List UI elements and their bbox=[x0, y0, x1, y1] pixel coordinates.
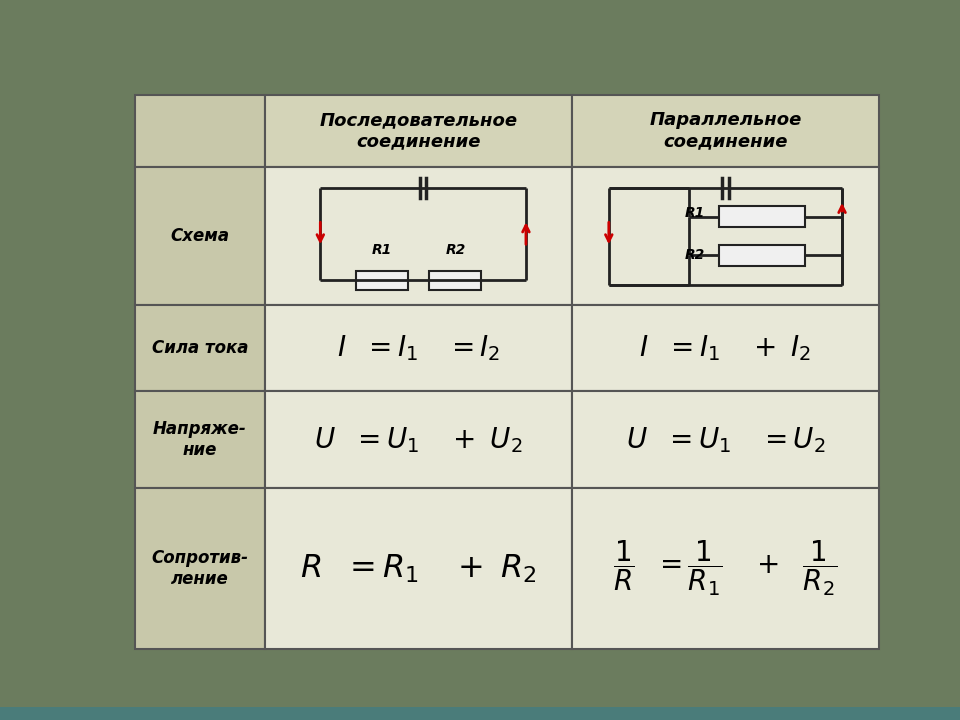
Text: R1: R1 bbox=[372, 243, 392, 257]
Bar bbox=[572, 392, 879, 488]
Bar bbox=[429, 271, 482, 290]
Text: Сила тока: Сила тока bbox=[152, 339, 249, 357]
Bar bbox=[265, 392, 572, 488]
Bar bbox=[572, 95, 879, 167]
Text: Напряже-
ние: Напряже- ние bbox=[153, 420, 247, 459]
Text: Последовательное
соединение: Последовательное соединение bbox=[320, 112, 517, 150]
Text: $\mathit{U}\ \ =\mathit{U}_1\ \ \ +\ \mathit{U}_2$: $\mathit{U}\ \ =\mathit{U}_1\ \ \ +\ \ma… bbox=[314, 425, 523, 455]
Text: Параллельное
соединение: Параллельное соединение bbox=[649, 112, 802, 150]
Bar bbox=[572, 488, 879, 649]
Bar bbox=[719, 206, 805, 228]
Bar bbox=[265, 488, 572, 649]
Bar bbox=[134, 305, 265, 392]
Bar bbox=[265, 305, 572, 392]
Bar bbox=[134, 95, 265, 167]
Bar bbox=[355, 271, 408, 290]
Bar bbox=[719, 245, 805, 266]
Text: $\dfrac{1}{\mathit{R}}\ \ =\dfrac{1}{\mathit{R}_{1}}\ \ \ +\ \ \dfrac{1}{\mathit: $\dfrac{1}{\mathit{R}}\ \ =\dfrac{1}{\ma… bbox=[613, 539, 837, 598]
Text: Схема: Схема bbox=[171, 227, 229, 245]
Bar bbox=[265, 167, 572, 305]
Text: $\mathit{I}\ \ =\mathit{I}_1\ \ \ +\ \mathit{I}_2$: $\mathit{I}\ \ =\mathit{I}_1\ \ \ +\ \ma… bbox=[639, 333, 811, 364]
Text: $\mathit{U}\ \ =\mathit{U}_1\ \ \ =\mathit{U}_2$: $\mathit{U}\ \ =\mathit{U}_1\ \ \ =\math… bbox=[626, 425, 826, 455]
Text: Сопротив-
ление: Сопротив- ление bbox=[152, 549, 249, 588]
Bar bbox=[572, 305, 879, 392]
Bar bbox=[265, 95, 572, 167]
Text: R2: R2 bbox=[684, 248, 705, 263]
Bar bbox=[134, 392, 265, 488]
Bar bbox=[572, 167, 879, 305]
Text: $\mathit{R}\ \ =\mathit{R}_1\ \ \ +\ \mathit{R}_2$: $\mathit{R}\ \ =\mathit{R}_1\ \ \ +\ \ma… bbox=[300, 552, 537, 585]
Bar bbox=[134, 488, 265, 649]
Text: R1: R1 bbox=[684, 205, 705, 220]
Bar bbox=[134, 167, 265, 305]
Text: R2: R2 bbox=[445, 243, 466, 257]
Text: $\mathit{I}\ \ =\mathit{I}_1\ \ \ =\mathit{I}_2$: $\mathit{I}\ \ =\mathit{I}_1\ \ \ =\math… bbox=[337, 333, 500, 364]
